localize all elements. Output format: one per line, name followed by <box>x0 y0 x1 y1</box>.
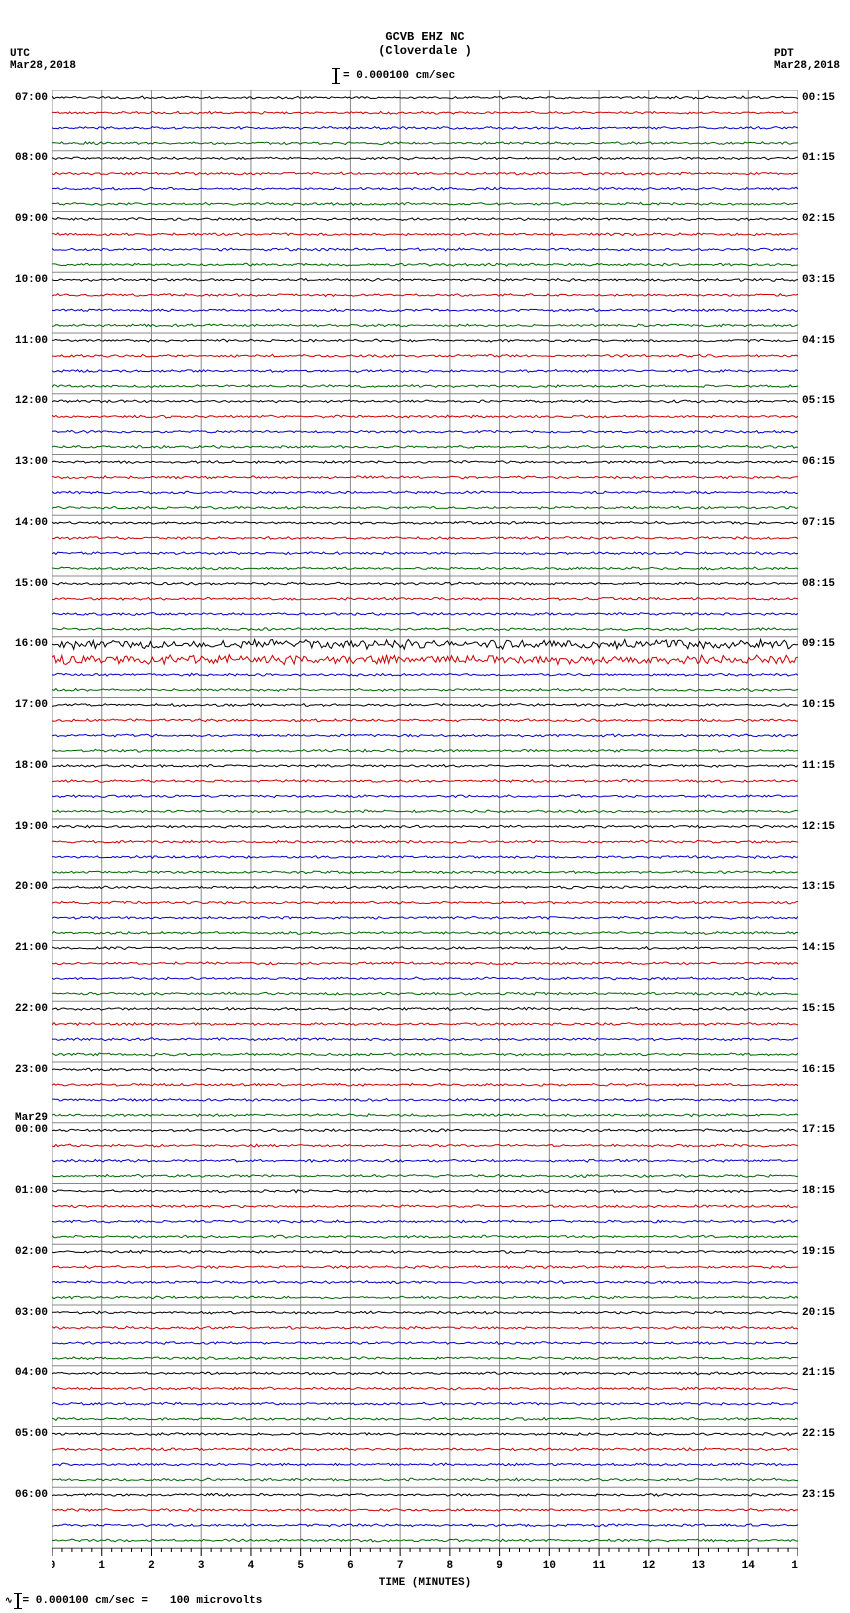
left-time-label: 15:00 <box>15 578 48 590</box>
left-time-label: 13:00 <box>15 456 48 468</box>
left-time-label: 03:00 <box>15 1307 48 1319</box>
plot-area <box>52 90 798 1548</box>
right-time-label: 06:15 <box>802 456 835 468</box>
xaxis-label: TIME (MINUTES) <box>0 1577 850 1589</box>
left-time-label: 07:00 <box>15 92 48 104</box>
left-time-label: 00:00 <box>15 1124 48 1136</box>
right-time-label: 19:15 <box>802 1246 835 1258</box>
right-time-label: 14:15 <box>802 942 835 954</box>
right-time-label: 05:15 <box>802 395 835 407</box>
svg-text:3: 3 <box>198 1560 205 1572</box>
svg-text:11: 11 <box>592 1560 606 1572</box>
left-time-label: 02:00 <box>15 1246 48 1258</box>
right-time-label: 04:15 <box>802 335 835 347</box>
right-time-label: 22:15 <box>802 1428 835 1440</box>
footer-scale-mark-icon <box>17 1593 19 1609</box>
svg-text:12: 12 <box>642 1560 655 1572</box>
right-time-label: 15:15 <box>802 1003 835 1015</box>
right-time-label: 17:15 <box>802 1124 835 1136</box>
left-time-label: 23:00 <box>15 1064 48 1076</box>
right-time-label: 00:15 <box>802 92 835 104</box>
right-time-label: 20:15 <box>802 1307 835 1319</box>
svg-text:5: 5 <box>297 1560 304 1572</box>
xaxis-svg: 0123456789101112131415 <box>52 1548 798 1573</box>
left-time-label: 19:00 <box>15 821 48 833</box>
left-time-label: 09:00 <box>15 213 48 225</box>
station-location: (Cloverdale ) <box>0 44 850 58</box>
svg-text:9: 9 <box>496 1560 503 1572</box>
left-time-label: 10:00 <box>15 274 48 286</box>
left-time-label: 12:00 <box>15 395 48 407</box>
svg-text:10: 10 <box>543 1560 556 1572</box>
footer-scale: ∿ = 0.000100 cm/sec = 100 microvolts <box>5 1593 262 1609</box>
right-time-label: 12:15 <box>802 821 835 833</box>
station-code: GCVB EHZ NC <box>0 30 850 44</box>
left-time-label: Mar29 <box>15 1112 48 1124</box>
left-time-label: 18:00 <box>15 760 48 772</box>
right-time-label: 18:15 <box>802 1185 835 1197</box>
right-time-labels: 00:15 01:15 02:15 03:15 04:15 05:15 06:15 07:15… <box>800 90 850 1548</box>
right-time-label: 03:15 <box>802 274 835 286</box>
left-time-label: 11:00 <box>15 335 48 347</box>
left-time-label: 14:00 <box>15 517 48 529</box>
right-time-label: 23:15 <box>802 1489 835 1501</box>
right-time-label: 08:15 <box>802 578 835 590</box>
tz-left-date: Mar28,2018 <box>10 60 76 72</box>
scale-label: = 0.000100 cm/sec <box>343 70 455 82</box>
traces-svg <box>52 90 798 1548</box>
right-time-label: 21:15 <box>802 1367 835 1379</box>
left-time-label: 04:00 <box>15 1367 48 1379</box>
left-time-label: 22:00 <box>15 1003 48 1015</box>
svg-text:1: 1 <box>98 1560 105 1572</box>
svg-text:0: 0 <box>52 1560 55 1572</box>
left-time-label: 01:00 <box>15 1185 48 1197</box>
right-time-label: 16:15 <box>802 1064 835 1076</box>
scale-mark-icon <box>335 68 337 84</box>
right-time-label: 10:15 <box>802 699 835 711</box>
left-time-labels: 07:00 08:00 09:00 10:00 11:00 12:00 13:00 14:00… <box>0 90 50 1548</box>
svg-text:14: 14 <box>742 1560 756 1572</box>
left-time-label: 20:00 <box>15 881 48 893</box>
footer-text-b: 100 microvolts <box>170 1595 262 1607</box>
right-time-label: 13:15 <box>802 881 835 893</box>
seismogram-container: UTC Mar28,2018 PDT Mar28,2018 GCVB EHZ N… <box>0 0 850 1613</box>
left-time-label: 06:00 <box>15 1489 48 1501</box>
scale-bar: = 0.000100 cm/sec <box>335 68 455 84</box>
footer-text-a: = 0.000100 cm/sec = <box>23 1595 148 1607</box>
left-time-label: 16:00 <box>15 638 48 650</box>
svg-text:4: 4 <box>248 1560 255 1572</box>
right-time-label: 11:15 <box>802 760 835 772</box>
right-time-label: 09:15 <box>802 638 835 650</box>
svg-text:6: 6 <box>347 1560 354 1572</box>
svg-text:7: 7 <box>397 1560 404 1572</box>
svg-text:15: 15 <box>791 1560 798 1572</box>
header-block: GCVB EHZ NC (Cloverdale ) <box>0 30 850 58</box>
svg-text:2: 2 <box>148 1560 155 1572</box>
svg-text:13: 13 <box>692 1560 706 1572</box>
tz-right-date: Mar28,2018 <box>774 60 840 72</box>
left-time-label: 17:00 <box>15 699 48 711</box>
right-time-label: 01:15 <box>802 152 835 164</box>
right-time-label: 07:15 <box>802 517 835 529</box>
x-axis: 0123456789101112131415 <box>52 1548 798 1573</box>
left-time-label: 05:00 <box>15 1428 48 1440</box>
svg-text:8: 8 <box>447 1560 454 1572</box>
left-time-label: 08:00 <box>15 152 48 164</box>
left-time-label: 21:00 <box>15 942 48 954</box>
right-time-label: 02:15 <box>802 213 835 225</box>
